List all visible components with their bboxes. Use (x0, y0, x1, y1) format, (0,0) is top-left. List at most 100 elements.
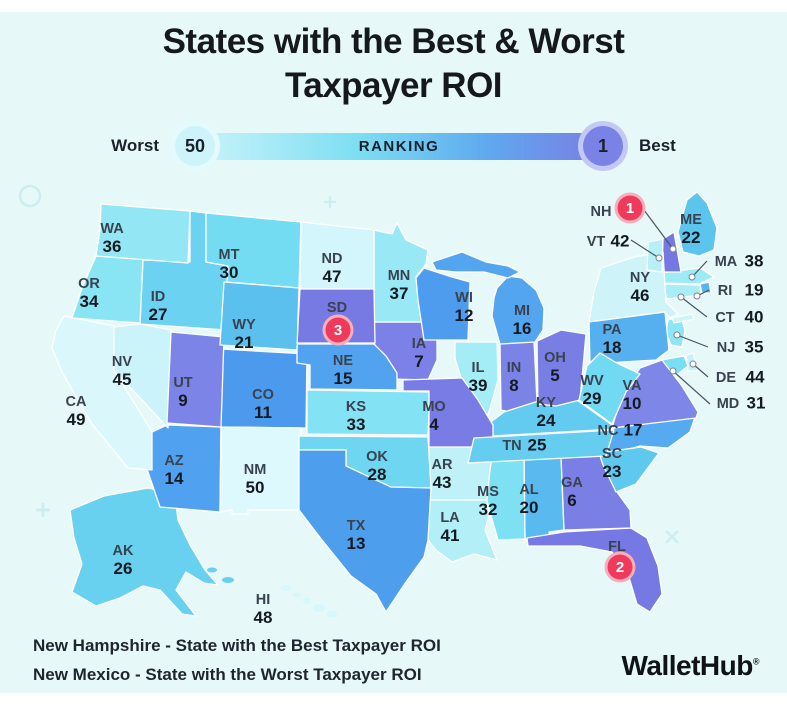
legend-gradient-bar: RANKING (200, 132, 598, 160)
legend-best-label: Best (639, 136, 676, 155)
state-abbr-id: ID (151, 289, 166, 305)
state-rank-hi: 48 (254, 608, 273, 627)
state-abbr-va: VA (622, 378, 642, 394)
state-abbr-ga: GA (561, 475, 583, 491)
state-rank-ak: 26 (114, 559, 133, 578)
state-hi (281, 585, 291, 591)
state-abbr-al: AL (519, 482, 538, 498)
state-rank-ia: 7 (414, 352, 423, 371)
state-rank-tx: 13 (347, 534, 366, 553)
registered-mark-icon: ® (752, 656, 760, 667)
ranking-legend: Worst 50 RANKING 1 Best (0, 126, 787, 166)
state-rank-nm: 50 (246, 478, 265, 497)
bottom-border (0, 693, 787, 707)
doodle-circle-icon (18, 184, 42, 208)
state-me (677, 191, 718, 257)
state-mi (431, 251, 521, 279)
state-mi (491, 275, 545, 345)
state-rank-ms: 32 (479, 500, 498, 519)
state-rank-wi: 12 (455, 306, 474, 325)
state-tn (467, 429, 615, 464)
state-hi (327, 610, 337, 618)
state-rank-va: 10 (623, 394, 642, 413)
state-abbr-oh: OH (544, 350, 566, 366)
state-abbr-sc: SC (602, 446, 623, 462)
state-ak (207, 567, 217, 573)
state-ny (671, 313, 695, 324)
state-abbr-az: AZ (164, 453, 183, 469)
callout-dot-nj (673, 331, 681, 339)
state-abbr-wi: WI (455, 290, 473, 306)
state-rank-ct: 40 (745, 308, 764, 327)
state-abbr-nv: NV (112, 354, 132, 370)
doodle-cross-icon (665, 530, 679, 544)
state-abbr-hi: HI (256, 592, 271, 608)
state-hi (293, 592, 301, 598)
state-abbr-or: OR (78, 276, 100, 292)
callout-line-vt (630, 239, 660, 259)
callout-line-nj (676, 334, 709, 348)
legend-ranking-label: RANKING (358, 137, 440, 155)
state-rank-me: 22 (682, 228, 701, 247)
title-line1: States with the Best & Worst (162, 22, 625, 61)
state-abbr-pa: PA (602, 322, 622, 338)
state-rank-ny: 46 (631, 286, 650, 305)
rank-badge-nh (617, 195, 643, 221)
state-rank-nj: 35 (745, 338, 764, 357)
state-abbr-ar: AR (432, 457, 453, 473)
state-rank-ne: 15 (334, 369, 353, 388)
wallethub-logo: WalletHub® (622, 650, 760, 682)
callout-lines (630, 209, 711, 405)
state-wv (578, 352, 641, 425)
state-wi (415, 267, 471, 341)
state-abbr-vt: VT (587, 234, 606, 250)
state-ut (166, 331, 225, 428)
state-rank-il: 39 (469, 376, 488, 395)
state-abbr-fl: FL (608, 539, 626, 555)
rank-badge-fl (607, 554, 633, 580)
state-ks (306, 389, 431, 436)
state-abbr-ri: RI (718, 283, 733, 299)
state-rank-ca: 49 (67, 410, 86, 429)
state-rank-wv: 29 (583, 389, 602, 408)
state-abbr-la: LA (440, 510, 460, 526)
footnotes: New Hampshire - State with the Best Taxp… (33, 636, 441, 694)
state-rank-ma: 38 (745, 252, 764, 271)
state-rank-ut: 9 (178, 391, 187, 410)
state-abbr-de: DE (716, 370, 736, 386)
state-abbr-mo: MO (422, 399, 445, 415)
worst-state-note: New Mexico - State with the Worst Taxpay… (33, 665, 422, 684)
state-abbr-ne: NE (333, 353, 353, 369)
state-rank-nc: 17 (624, 421, 643, 440)
state-rank-wy: 21 (235, 333, 254, 352)
state-abbr-ut: UT (173, 375, 192, 391)
best-state-note: New Hampshire - State with the Best Taxp… (33, 636, 441, 655)
state-abbr-ct: CT (715, 310, 734, 326)
state-abbr-in: IN (507, 360, 522, 376)
rank-badges: 12 3 (322, 192, 646, 583)
state-abbr-wy: WY (232, 317, 256, 333)
state-rank-az: 14 (165, 469, 184, 488)
top-border (0, 0, 787, 12)
state-la (427, 499, 498, 563)
state-rank-ar: 43 (433, 473, 452, 492)
state-rank-oh: 5 (550, 366, 559, 385)
rank-badge-value-sd: 3 (334, 322, 342, 339)
state-rank-tn: 25 (528, 436, 547, 455)
callout-line-ma (691, 260, 708, 278)
state-abbr-mn: MN (388, 268, 411, 284)
state-mn (373, 222, 429, 323)
callout-dot-ri (693, 292, 701, 300)
state-abbr-me: ME (680, 212, 702, 228)
state-abbr-ks: KS (346, 399, 366, 415)
state-hi (303, 598, 311, 604)
state-rank-co: 11 (254, 403, 272, 422)
legend-best-value: 1 (597, 135, 608, 156)
state-abbr-nc: NC (598, 423, 619, 439)
rank-badge-value-nh: 1 (626, 200, 634, 217)
state-rank-ri: 19 (745, 281, 764, 300)
state-rank-mn: 37 (390, 284, 409, 303)
background-doodles (18, 184, 679, 544)
state-abbr-co: CO (252, 387, 274, 403)
